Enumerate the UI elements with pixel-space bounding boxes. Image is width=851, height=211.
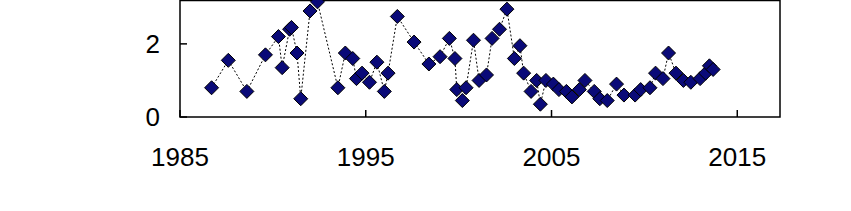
data-point: [706, 62, 720, 76]
y-tick-label: 0: [146, 102, 160, 132]
data-point: [290, 46, 304, 60]
series-line: [212, 2, 714, 104]
data-point: [346, 52, 360, 66]
x-tick: [737, 110, 739, 117]
data-point: [517, 66, 531, 80]
data-point: [459, 81, 473, 95]
data-point: [442, 31, 456, 45]
data-point: [390, 9, 404, 23]
data-point: [513, 39, 527, 53]
data-point: [331, 81, 345, 95]
data-point: [221, 53, 235, 67]
y-tick-label: 2: [146, 29, 160, 59]
x-tick: [365, 110, 367, 117]
data-point: [433, 50, 447, 64]
data-point: [493, 22, 507, 36]
data-point: [377, 84, 391, 98]
data-point: [294, 92, 308, 106]
data-point: [240, 84, 254, 98]
data-point: [362, 75, 376, 89]
data-point: [610, 77, 624, 91]
data-point: [643, 81, 657, 95]
data-point: [600, 94, 614, 108]
data-point: [533, 97, 547, 111]
plot-area: [205, 0, 721, 111]
plot-frame: [180, 1, 780, 118]
data-point: [271, 30, 285, 44]
data-point: [466, 33, 480, 47]
data-point: [422, 57, 436, 71]
data-point: [275, 61, 289, 75]
x-tick-label: 2005: [523, 142, 581, 172]
data-point: [578, 73, 592, 87]
y-tick: [180, 43, 187, 45]
x-tick: [179, 110, 181, 117]
data-point: [500, 2, 514, 16]
data-point: [480, 68, 494, 82]
y-tick: [180, 116, 187, 118]
data-point: [370, 55, 384, 69]
x-tick-label: 2015: [708, 142, 766, 172]
chart: 0 2 1985 1995 2005 2015: [0, 0, 851, 211]
data-point: [455, 94, 469, 108]
x-tick-label: 1985: [151, 142, 209, 172]
x-tick: [551, 110, 553, 117]
data-point: [310, 0, 324, 9]
data-point: [662, 46, 676, 60]
data-point: [448, 52, 462, 66]
data-point: [284, 20, 298, 34]
data-point: [381, 66, 395, 80]
x-tick-label: 1995: [337, 142, 395, 172]
data-point: [407, 35, 421, 49]
data-point: [507, 52, 521, 66]
data-point: [205, 81, 219, 95]
data-point: [258, 48, 272, 62]
data-point: [656, 72, 670, 86]
